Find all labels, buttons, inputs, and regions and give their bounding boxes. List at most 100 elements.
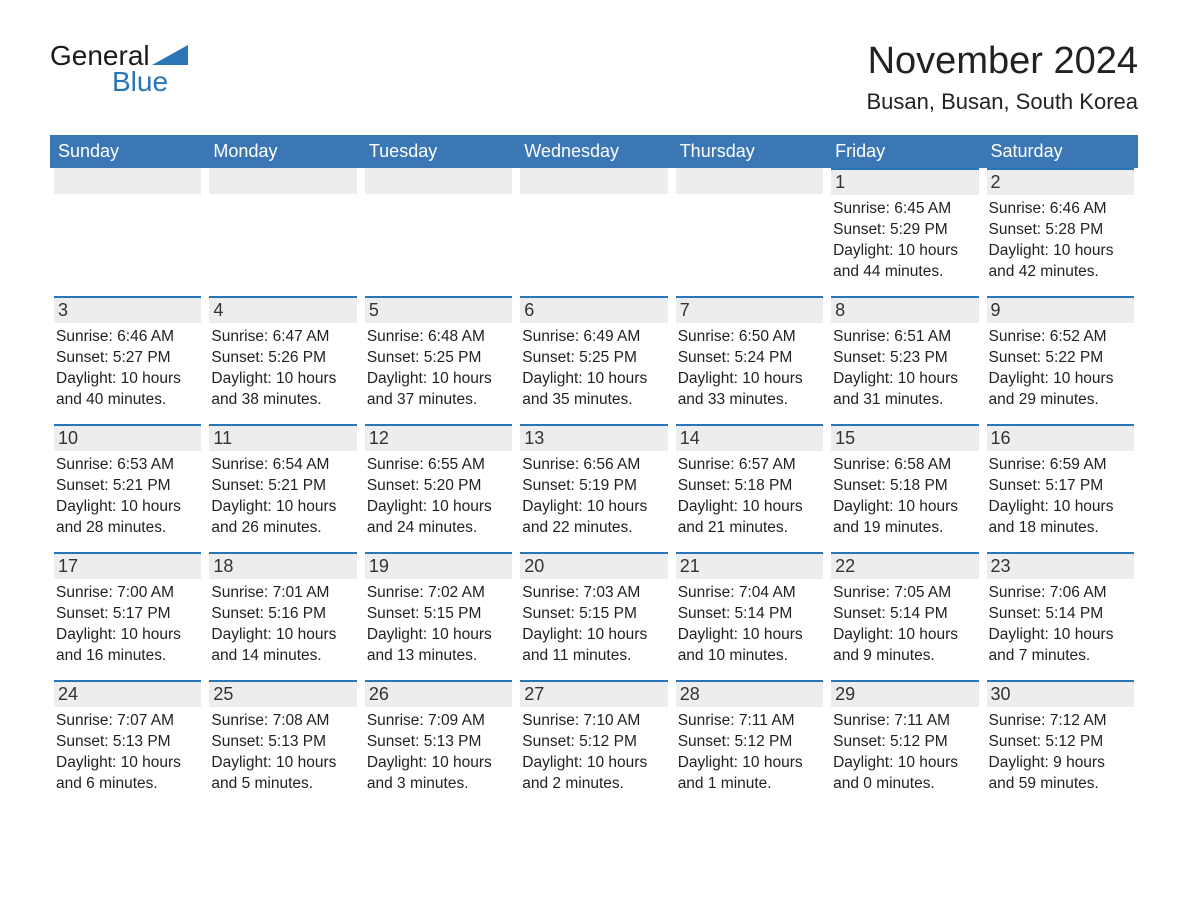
calendar-cell: 19Sunrise: 7:02 AMSunset: 5:15 PMDayligh… <box>361 552 516 680</box>
day-sunset: Sunset: 5:13 PM <box>367 732 510 753</box>
day-number: 30 <box>987 680 1134 707</box>
day-number: 12 <box>365 424 512 451</box>
day-sunset: Sunset: 5:16 PM <box>211 604 354 625</box>
day-daylight: Daylight: 10 hours and 6 minutes. <box>56 753 199 795</box>
day-sunrise: Sunrise: 7:00 AM <box>56 583 199 604</box>
day-info: Sunrise: 7:04 AMSunset: 5:14 PMDaylight:… <box>676 583 823 667</box>
day-info: Sunrise: 7:12 AMSunset: 5:12 PMDaylight:… <box>987 711 1134 795</box>
weekday-header: Tuesday <box>361 135 516 168</box>
calendar-cell: 28Sunrise: 7:11 AMSunset: 5:12 PMDayligh… <box>672 680 827 808</box>
day-sunrise: Sunrise: 6:59 AM <box>989 455 1132 476</box>
day-daylight: Daylight: 10 hours and 0 minutes. <box>833 753 976 795</box>
header: General Blue November 2024 Busan, Busan,… <box>50 40 1138 115</box>
day-number: 27 <box>520 680 667 707</box>
day-number: 8 <box>831 296 978 323</box>
day-sunset: Sunset: 5:15 PM <box>522 604 665 625</box>
day-info: Sunrise: 7:00 AMSunset: 5:17 PMDaylight:… <box>54 583 201 667</box>
day-sunset: Sunset: 5:14 PM <box>678 604 821 625</box>
day-sunrise: Sunrise: 7:04 AM <box>678 583 821 604</box>
calendar-cell: 14 Sunrise: 6:57 AMSunset: 5:18 PMDayligh… <box>672 424 827 552</box>
day-sunrise: Sunrise: 6:51 AM <box>833 327 976 348</box>
day-sunset: Sunset: 5:21 PM <box>56 476 199 497</box>
weekday-header: Friday <box>827 135 982 168</box>
calendar-cell: 8 Sunrise: 6:51 AMSunset: 5:23 PMDaylight… <box>827 296 982 424</box>
day-info: Sunrise: 6:57 AMSunset: 5:18 PMDaylight:… <box>676 455 823 539</box>
day-number: 14 <box>676 424 823 451</box>
calendar-cell <box>205 168 360 296</box>
calendar-cell: 20Sunrise: 7:03 AMSunset: 5:15 PMDayligh… <box>516 552 671 680</box>
day-sunset: Sunset: 5:27 PM <box>56 348 199 369</box>
day-number: 4 <box>209 296 356 323</box>
day-number: 17 <box>54 552 201 579</box>
day-daylight: Daylight: 10 hours and 33 minutes. <box>678 369 821 411</box>
day-daylight: Daylight: 10 hours and 44 minutes. <box>833 241 976 283</box>
day-sunrise: Sunrise: 6:56 AM <box>522 455 665 476</box>
calendar-cell <box>50 168 205 296</box>
calendar-cell: 3Sunrise: 6:46 AMSunset: 5:27 PMDaylight… <box>50 296 205 424</box>
day-info: Sunrise: 7:01 AMSunset: 5:16 PMDaylight:… <box>209 583 356 667</box>
calendar-week-row: 24Sunrise: 7:07 AMSunset: 5:13 PMDayligh… <box>50 680 1138 808</box>
day-daylight: Daylight: 10 hours and 14 minutes. <box>211 625 354 667</box>
day-sunrise: Sunrise: 7:07 AM <box>56 711 199 732</box>
weekday-header: Wednesday <box>516 135 671 168</box>
weekday-header-row: Sunday Monday Tuesday Wednesday Thursday… <box>50 135 1138 168</box>
calendar-cell: 23Sunrise: 7:06 AMSunset: 5:14 PMDayligh… <box>983 552 1138 680</box>
day-sunrise: Sunrise: 6:57 AM <box>678 455 821 476</box>
calendar-cell: 22 Sunrise: 7:05 AMSunset: 5:14 PMDayligh… <box>827 552 982 680</box>
day-sunset: Sunset: 5:20 PM <box>367 476 510 497</box>
day-sunset: Sunset: 5:18 PM <box>833 476 976 497</box>
calendar-cell <box>361 168 516 296</box>
day-sunrise: Sunrise: 6:46 AM <box>989 199 1132 220</box>
weekday-header: Thursday <box>672 135 827 168</box>
day-info: Sunrise: 7:05 AMSunset: 5:14 PMDaylight:… <box>831 583 978 667</box>
day-daylight: Daylight: 10 hours and 24 minutes. <box>367 497 510 539</box>
day-number: 26 <box>365 680 512 707</box>
day-sunset: Sunset: 5:12 PM <box>833 732 976 753</box>
day-sunrise: Sunrise: 7:08 AM <box>211 711 354 732</box>
day-daylight: Daylight: 10 hours and 40 minutes. <box>56 369 199 411</box>
day-number: 21 <box>676 552 823 579</box>
day-daylight: Daylight: 10 hours and 5 minutes. <box>211 753 354 795</box>
day-sunrise: Sunrise: 6:49 AM <box>522 327 665 348</box>
day-number: 16 <box>987 424 1134 451</box>
day-info: Sunrise: 6:45 AMSunset: 5:29 PMDaylight:… <box>831 199 978 283</box>
day-daylight: Daylight: 10 hours and 1 minute. <box>678 753 821 795</box>
calendar-cell: 27Sunrise: 7:10 AMSunset: 5:12 PMDayligh… <box>516 680 671 808</box>
day-info: Sunrise: 7:09 AMSunset: 5:13 PMDaylight:… <box>365 711 512 795</box>
day-info: Sunrise: 6:48 AMSunset: 5:25 PMDaylight:… <box>365 327 512 411</box>
day-info: Sunrise: 7:07 AMSunset: 5:13 PMDaylight:… <box>54 711 201 795</box>
calendar-cell: 26 Sunrise: 7:09 AMSunset: 5:13 PMDayligh… <box>361 680 516 808</box>
calendar-cell: 16Sunrise: 6:59 AMSunset: 5:17 PMDayligh… <box>983 424 1138 552</box>
day-sunset: Sunset: 5:15 PM <box>367 604 510 625</box>
day-number: 24 <box>54 680 201 707</box>
calendar-cell: 29Sunrise: 7:11 AMSunset: 5:12 PMDayligh… <box>827 680 982 808</box>
day-daylight: Daylight: 10 hours and 29 minutes. <box>989 369 1132 411</box>
day-number: 22 <box>831 552 978 579</box>
day-sunset: Sunset: 5:13 PM <box>56 732 199 753</box>
calendar-cell: 17 Sunrise: 7:00 AMSunset: 5:17 PMDayligh… <box>50 552 205 680</box>
calendar-cell: 7Sunrise: 6:50 AMSunset: 5:24 PMDaylight… <box>672 296 827 424</box>
day-sunset: Sunset: 5:22 PM <box>989 348 1132 369</box>
calendar-cell: 25Sunrise: 7:08 AMSunset: 5:13 PMDayligh… <box>205 680 360 808</box>
day-daylight: Daylight: 10 hours and 18 minutes. <box>989 497 1132 539</box>
calendar-week-row: 1 Sunrise: 6:45 AMSunset: 5:29 PMDaylight… <box>50 168 1138 296</box>
day-number: 13 <box>520 424 667 451</box>
day-info: Sunrise: 7:06 AMSunset: 5:14 PMDaylight:… <box>987 583 1134 667</box>
day-info: Sunrise: 6:49 AMSunset: 5:25 PMDaylight:… <box>520 327 667 411</box>
calendar-cell: 4Sunrise: 6:47 AMSunset: 5:26 PMDaylight… <box>205 296 360 424</box>
day-number: 1 <box>831 168 978 195</box>
day-daylight: Daylight: 10 hours and 11 minutes. <box>522 625 665 667</box>
calendar-cell <box>516 168 671 296</box>
day-info: Sunrise: 6:56 AMSunset: 5:19 PMDaylight:… <box>520 455 667 539</box>
day-info: Sunrise: 6:51 AMSunset: 5:23 PMDaylight:… <box>831 327 978 411</box>
day-daylight: Daylight: 10 hours and 22 minutes. <box>522 497 665 539</box>
day-daylight: Daylight: 10 hours and 28 minutes. <box>56 497 199 539</box>
empty-day-stripe <box>209 168 356 194</box>
day-daylight: Daylight: 10 hours and 13 minutes. <box>367 625 510 667</box>
day-number: 15 <box>831 424 978 451</box>
day-daylight: Daylight: 10 hours and 7 minutes. <box>989 625 1132 667</box>
day-number: 7 <box>676 296 823 323</box>
day-sunrise: Sunrise: 7:10 AM <box>522 711 665 732</box>
calendar-cell: 5Sunrise: 6:48 AMSunset: 5:25 PMDaylight… <box>361 296 516 424</box>
day-sunrise: Sunrise: 6:54 AM <box>211 455 354 476</box>
